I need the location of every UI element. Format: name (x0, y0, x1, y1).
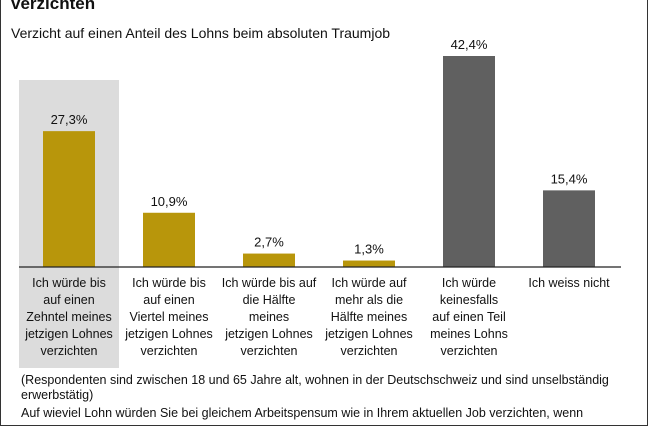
chart-subtitle: Verzicht auf einen Anteil des Lohns beim… (11, 25, 391, 41)
bar-6 (543, 190, 595, 267)
category-label-4-line-2: mehr als die (335, 293, 403, 307)
category-label-3-line-4: jetzigen Lohnes (224, 327, 313, 341)
category-label-4-line-3: Hälfte meines (331, 310, 407, 324)
category-label-2-line-2: auf einen (143, 293, 194, 307)
footnote-question: Auf wieviel Lohn würden Sie bei gleichem… (21, 406, 584, 420)
category-label-5-line-2: keinesfalls (440, 293, 498, 307)
value-label-6: 15,4% (551, 171, 588, 186)
footnote-respondents-text: (Respondenten sind zwischen 18 und 65 Ja… (21, 373, 609, 402)
bar-2 (143, 212, 195, 267)
category-label-3-line-3: meines (249, 310, 289, 324)
category-label-2-line-3: Viertel meines (130, 310, 209, 324)
chart-title: verzichten (11, 0, 96, 13)
category-label-1-line-5: verzichten (41, 344, 98, 358)
category-label-1-line-4: jetzigen Lohnes (24, 327, 113, 341)
bar-4 (343, 260, 395, 267)
value-label-3: 2,7% (254, 235, 284, 250)
category-label-2-line-5: verzichten (141, 344, 198, 358)
category-label-3-line-5: verzichten (241, 344, 298, 358)
value-label-4: 1,3% (354, 242, 384, 257)
bar-5 (443, 56, 495, 267)
footnote-respondents: (Respondenten sind zwischen 18 und 65 Ja… (21, 373, 611, 403)
category-label-4-line-4: jetzigen Lohnes (324, 327, 413, 341)
category-label-3-line-1: Ich würde bis auf (222, 276, 317, 290)
category-label-5-line-5: verzichten (441, 344, 498, 358)
category-label-3-line-2: die Hälfte (243, 293, 296, 307)
category-label-2-line-1: Ich würde bis (132, 276, 206, 290)
value-label-2: 10,9% (151, 194, 188, 209)
category-label-4-line-1: Ich würde auf (331, 276, 407, 290)
category-label-1-line-1: Ich würde bis (32, 276, 106, 290)
category-label-1-line-3: Zehntel meines (26, 310, 111, 324)
bar-1 (43, 131, 95, 267)
category-label-4-line-5: verzichten (341, 344, 398, 358)
category-label-1-line-2: auf einen (43, 293, 94, 307)
category-label-6-line-1: Ich weiss nicht (528, 276, 610, 290)
category-label-2-line-4: jetzigen Lohnes (124, 327, 213, 341)
category-label-5-line-4: meines Lohns (430, 327, 508, 341)
value-label-5: 42,4% (451, 37, 488, 52)
value-label-1: 27,3% (51, 112, 88, 127)
category-label-5-line-1: Ich würde (442, 276, 496, 290)
bar-3 (243, 253, 295, 267)
category-label-5-line-3: auf einen Teil (432, 310, 505, 324)
